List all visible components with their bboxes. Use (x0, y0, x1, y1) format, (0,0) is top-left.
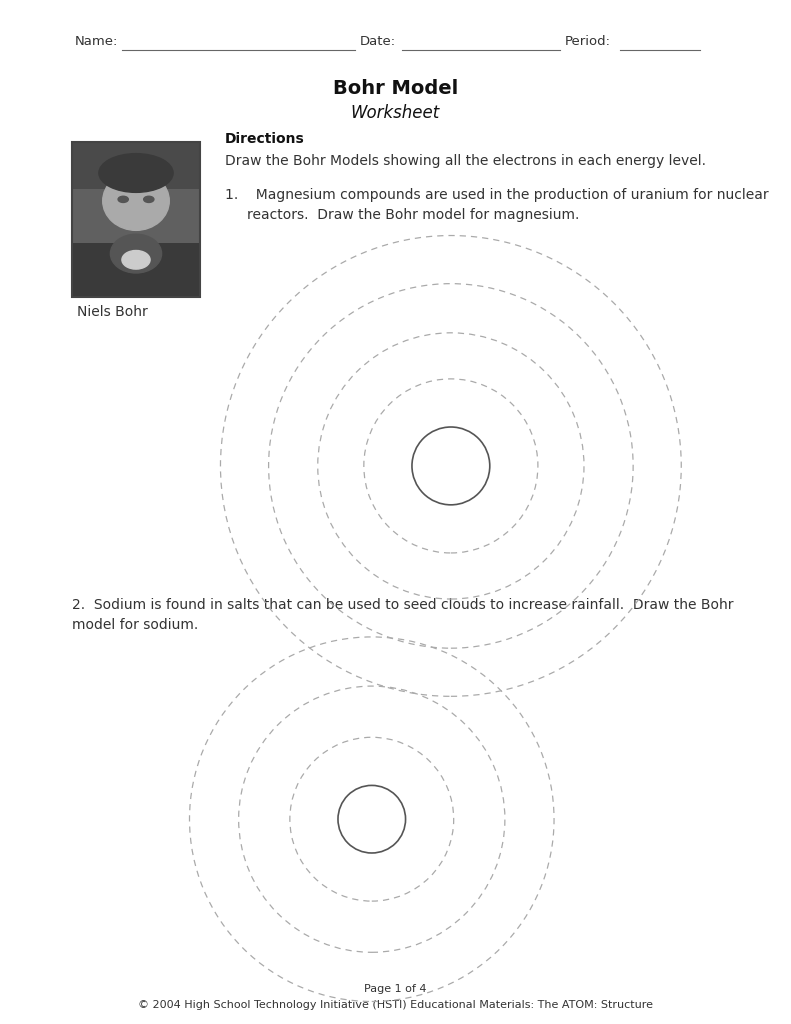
Text: Directions: Directions (225, 132, 305, 146)
Text: Bohr Model: Bohr Model (333, 79, 458, 98)
Bar (72, 142, 200, 297)
Text: reactors.  Draw the Bohr model for magnesium.: reactors. Draw the Bohr model for magnes… (247, 208, 579, 222)
Text: Worksheet: Worksheet (351, 104, 440, 122)
Text: © 2004 High School Technology Initiative (HSTI) Educational Materials: The ATOM:: © 2004 High School Technology Initiative… (138, 1000, 653, 1010)
Text: Date:: Date: (360, 35, 396, 48)
Ellipse shape (111, 234, 161, 273)
Ellipse shape (99, 154, 173, 193)
Text: Niels Bohr: Niels Bohr (77, 305, 148, 319)
Ellipse shape (122, 251, 150, 269)
Text: Period:: Period: (565, 35, 611, 48)
Bar (72, 142, 200, 188)
Bar (72, 188, 200, 243)
Text: 1.    Magnesium compounds are used in the production of uranium for nuclear: 1. Magnesium compounds are used in the p… (225, 188, 769, 202)
Bar (72, 243, 200, 297)
Text: Draw the Bohr Models showing all the electrons in each energy level.: Draw the Bohr Models showing all the ele… (225, 154, 706, 168)
Ellipse shape (144, 197, 154, 203)
Text: Name:: Name: (75, 35, 119, 48)
Text: Page 1 of 4: Page 1 of 4 (364, 984, 427, 994)
Text: model for sodium.: model for sodium. (72, 618, 199, 632)
Bar (72, 142, 200, 297)
Text: 2.  Sodium is found in salts that can be used to seed clouds to increase rainfal: 2. Sodium is found in salts that can be … (72, 598, 733, 612)
Ellipse shape (118, 197, 128, 203)
Ellipse shape (103, 171, 169, 230)
